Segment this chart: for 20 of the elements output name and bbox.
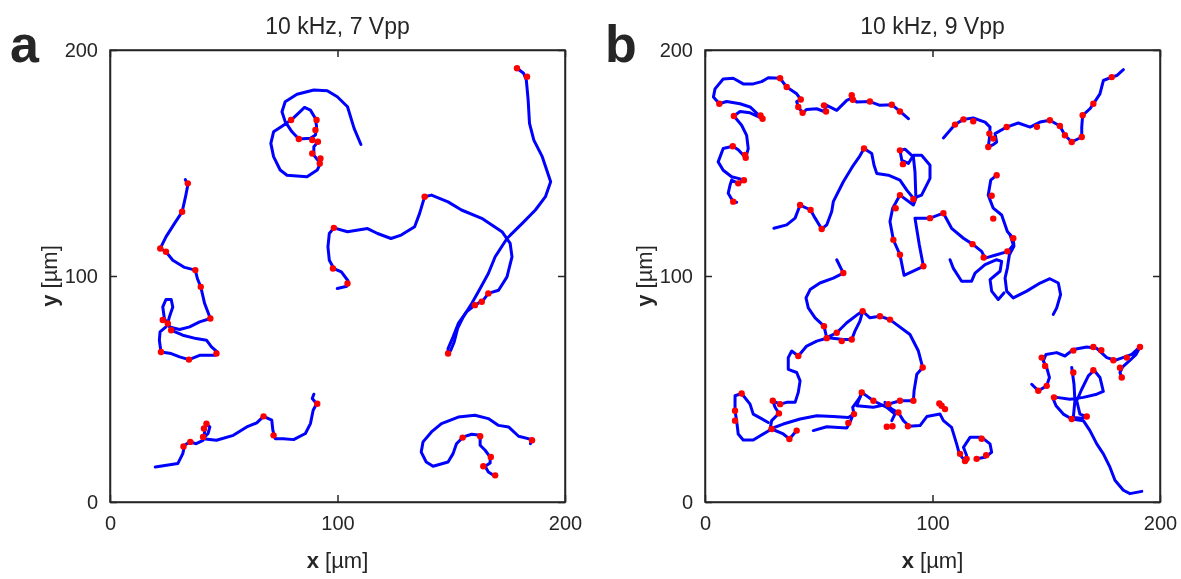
x-tick-label: 100 xyxy=(916,512,950,535)
x-tick-label: 200 xyxy=(548,512,583,535)
x-tick-label: 0 xyxy=(104,512,117,535)
y-tick-label: 0 xyxy=(86,490,98,513)
y-tick-label: 100 xyxy=(64,264,98,287)
x-tick-label: 0 xyxy=(699,512,712,535)
chart-title: 10 kHz, 7 Vpp xyxy=(265,13,410,39)
text: a xyxy=(10,15,40,73)
y-tick-label: 100 xyxy=(659,264,693,287)
y-tick-label: 200 xyxy=(64,38,98,61)
x-tick-label: 200 xyxy=(1143,512,1178,535)
chart-title: 10 kHz, 9 Vpp xyxy=(860,13,1005,39)
y-tick-label: 200 xyxy=(659,38,693,61)
y-axis-title: y [µm] xyxy=(632,245,657,307)
y-tick-label: 0 xyxy=(681,490,693,513)
x-axis-title: x [µm] xyxy=(306,548,369,573)
x-tick-label: 100 xyxy=(321,512,355,535)
x-axis-title: x [µm] xyxy=(901,548,964,573)
y-axis-title: y [µm] xyxy=(37,245,62,307)
text: b xyxy=(605,15,637,73)
